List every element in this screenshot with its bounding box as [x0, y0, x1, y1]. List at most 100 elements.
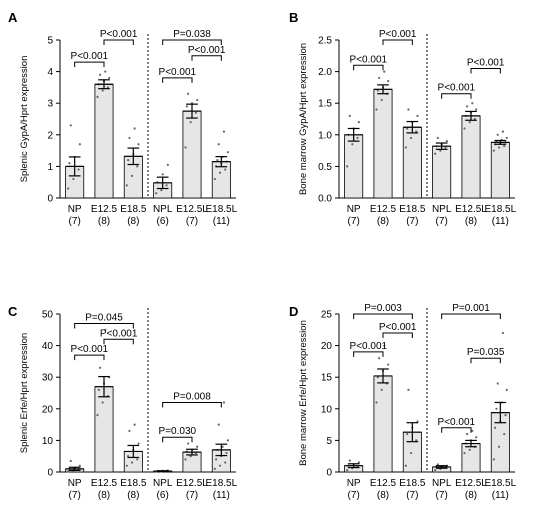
x-tick-label: E18.5: [120, 204, 147, 215]
y-tick-label: 10: [42, 436, 54, 447]
data-point: [125, 464, 128, 467]
x-tick-label: E12.5L: [455, 478, 487, 489]
data-point: [376, 376, 379, 379]
p-value-label: P<0.001: [159, 67, 197, 78]
x-tick-n: (11): [213, 490, 230, 501]
data-point: [416, 114, 419, 117]
x-tick-n: (8): [465, 490, 477, 501]
x-tick-label: E12.5: [91, 478, 118, 489]
data-point: [127, 455, 130, 458]
data-point: [189, 121, 192, 124]
data-point: [67, 187, 70, 190]
data-point: [106, 86, 109, 89]
x-tick-label: NP: [347, 204, 361, 215]
data-point: [497, 146, 501, 149]
x-tick-label: NPL: [153, 204, 173, 215]
significance-bracket: [191, 55, 222, 61]
data-point: [356, 136, 359, 140]
data-point: [136, 165, 139, 168]
data-point: [348, 459, 351, 462]
y-tick-label: 50: [42, 310, 54, 321]
panel-label: D: [289, 304, 298, 319]
p-value-label: P<0.001: [188, 45, 226, 56]
significance-bracket: [162, 77, 193, 83]
significance-bracket: [162, 436, 193, 443]
p-value-label: P<0.001: [350, 54, 388, 65]
y-tick-label: 1: [47, 162, 53, 173]
x-tick-n: (6): [157, 490, 169, 501]
data-point: [376, 89, 379, 92]
data-point: [439, 149, 442, 152]
panel-a: A012345NP(7)E12.5(8)E18.5(8)NPL(6)E12.5L…: [8, 10, 238, 227]
y-tick-label: 1.5: [318, 99, 332, 110]
bar: [373, 375, 393, 473]
y-tick-label: 40: [42, 341, 54, 352]
x-tick-label: E18.5: [120, 478, 147, 489]
x-tick-n: (6): [157, 216, 169, 227]
data-point: [226, 439, 229, 442]
data-point: [222, 130, 226, 133]
data-point: [475, 108, 478, 111]
data-point: [72, 177, 75, 181]
x-tick-n: (8): [98, 216, 110, 227]
data-point: [217, 143, 220, 146]
x-tick-n: (7): [406, 216, 418, 227]
data-point: [225, 451, 228, 455]
data-point: [184, 458, 187, 461]
data-point: [415, 130, 418, 133]
x-tick-label: NPL: [432, 204, 452, 215]
data-point: [407, 388, 410, 391]
data-point: [69, 459, 72, 463]
x-tick-n: (8): [98, 490, 110, 501]
data-point: [434, 152, 437, 155]
p-value-label: P<0.001: [71, 51, 109, 62]
x-tick-n: (8): [377, 490, 389, 501]
data-point: [216, 158, 219, 162]
x-tick-label: E12.5: [370, 204, 397, 215]
data-point: [189, 455, 192, 458]
data-point: [463, 127, 466, 130]
data-point: [78, 464, 81, 467]
p-value-label: P=0.001: [452, 303, 490, 314]
significance-bracket: [103, 338, 134, 345]
data-point: [406, 127, 409, 130]
y-axis-label: Splenic GypA/Hprt expression: [19, 56, 30, 183]
p-value-label: P=0.035: [467, 347, 505, 358]
x-tick-label: NP: [347, 478, 361, 489]
significance-bracket: [353, 64, 384, 71]
p-value-label: P<0.001: [379, 322, 417, 333]
significance-bracket: [74, 322, 134, 329]
y-tick-label: 3: [47, 99, 53, 110]
data-point: [380, 98, 383, 102]
data-point: [187, 442, 190, 445]
data-point: [380, 388, 383, 391]
data-point: [348, 114, 351, 117]
p-value-label: P=0.008: [173, 391, 211, 402]
data-point: [165, 184, 168, 187]
p-value-label: P=0.045: [85, 312, 123, 323]
x-tick-label: NP: [68, 478, 82, 489]
data-point: [436, 136, 439, 140]
data-point: [130, 461, 134, 464]
y-axis-label: Splenic Erfe/Hprt expression: [19, 333, 30, 453]
data-point: [196, 445, 199, 448]
data-point: [383, 70, 386, 73]
p-value-label: P<0.001: [438, 83, 476, 94]
data-point: [404, 146, 407, 149]
data-point: [218, 464, 222, 467]
data-point: [99, 366, 102, 369]
y-axis-label: Bone marrow Erfe/Hprt expression: [298, 320, 309, 466]
x-tick-n: (8): [127, 216, 139, 227]
data-point: [503, 432, 506, 436]
x-tick-n: (7): [406, 490, 418, 501]
x-tick-label: E12.5L: [176, 204, 208, 215]
p-value-label: P<0.001: [379, 29, 417, 40]
data-point: [215, 458, 218, 461]
data-point: [68, 162, 71, 165]
bar: [373, 88, 393, 199]
x-tick-n: (11): [492, 216, 509, 227]
x-tick-label: NP: [68, 204, 82, 215]
data-point: [468, 448, 471, 451]
data-point: [130, 174, 134, 177]
x-tick-label: E12.5L: [176, 478, 208, 489]
